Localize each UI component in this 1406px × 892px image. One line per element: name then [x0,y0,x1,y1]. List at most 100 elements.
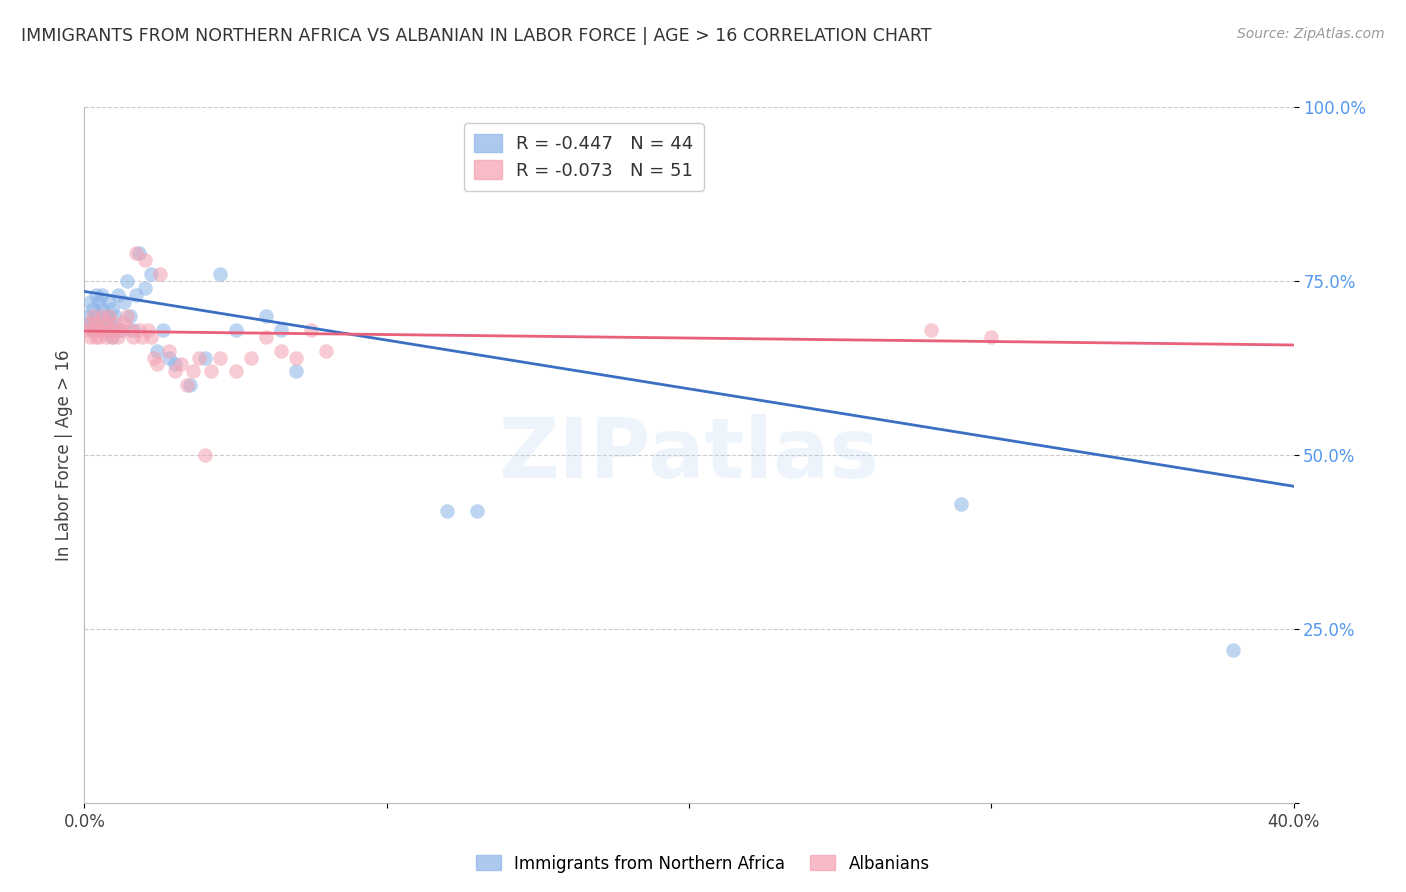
Point [149,267,172,281]
Point [104,316,127,330]
Point [176,378,198,392]
Point [100,329,122,343]
Text: Source: ZipAtlas.com: Source: ZipAtlas.com [1237,27,1385,41]
Legend: R = -0.447   N = 44, R = -0.073   N = 51: R = -0.447 N = 44, R = -0.073 N = 51 [464,123,704,191]
Point [225,323,247,337]
Point [118,323,141,337]
Point [194,448,217,462]
Point [89,316,111,330]
Point [100,329,122,343]
Point [950,497,973,511]
Point [299,323,322,337]
Point [104,323,127,337]
Point [139,267,162,281]
Point [79,316,101,330]
Point [112,294,135,309]
Point [112,316,135,330]
Point [181,364,204,378]
Point [118,309,141,323]
Point [107,288,129,302]
Point [107,329,129,343]
Point [91,309,114,323]
Point [86,316,108,330]
Point [225,364,247,378]
Point [125,246,148,260]
Point [121,329,143,343]
Point [97,323,120,337]
Point [110,323,132,337]
Point [125,288,148,302]
Legend: Immigrants from Northern Africa, Albanians: Immigrants from Northern Africa, Albania… [470,848,936,880]
Point [86,309,108,323]
Point [315,343,337,358]
Point [194,351,217,365]
Point [254,309,277,323]
Point [163,358,186,372]
Point [94,323,117,337]
Point [110,323,132,337]
Point [115,309,138,323]
Point [82,309,104,323]
Point [157,343,180,358]
Point [89,294,111,309]
Point [209,351,232,365]
Point [134,281,156,295]
Point [97,316,120,330]
Point [239,351,262,365]
Point [270,323,292,337]
Point [157,351,180,365]
Point [104,309,127,323]
Point [128,323,150,337]
Point [188,351,211,365]
Point [79,329,101,343]
Point [134,253,156,268]
Point [94,309,117,323]
Point [209,267,232,281]
Point [89,329,111,343]
Point [170,358,193,372]
Point [104,323,127,337]
Point [163,364,186,378]
Point [254,329,277,343]
Text: ZIPatlas: ZIPatlas [499,415,879,495]
Point [79,316,101,330]
Point [91,323,114,337]
Point [139,329,162,343]
Point [91,301,114,316]
Point [146,358,169,372]
Point [920,323,942,337]
Point [86,329,108,343]
Y-axis label: In Labor Force | Age > 16: In Labor Force | Age > 16 [55,349,73,561]
Text: IMMIGRANTS FROM NORTHERN AFRICA VS ALBANIAN IN LABOR FORCE | AGE > 16 CORRELATIO: IMMIGRANTS FROM NORTHERN AFRICA VS ALBAN… [21,27,932,45]
Point [128,246,150,260]
Point [82,301,104,316]
Point [97,309,120,323]
Point [131,329,153,343]
Point [980,329,1002,343]
Point [136,323,159,337]
Point [82,323,104,337]
Point [152,323,174,337]
Point [100,301,122,316]
Point [121,323,143,337]
Point [179,378,201,392]
Point [79,294,101,309]
Point [115,274,138,288]
Point [91,288,114,302]
Point [270,343,292,358]
Point [284,351,308,365]
Point [94,316,117,330]
Point [284,364,308,378]
Point [94,329,117,343]
Point [97,294,120,309]
Point [467,503,489,517]
Point [76,323,98,337]
Point [1222,642,1244,657]
Point [146,343,169,358]
Point [89,323,111,337]
Point [86,288,108,302]
Point [436,503,458,517]
Point [76,309,98,323]
Point [82,323,104,337]
Point [142,351,165,365]
